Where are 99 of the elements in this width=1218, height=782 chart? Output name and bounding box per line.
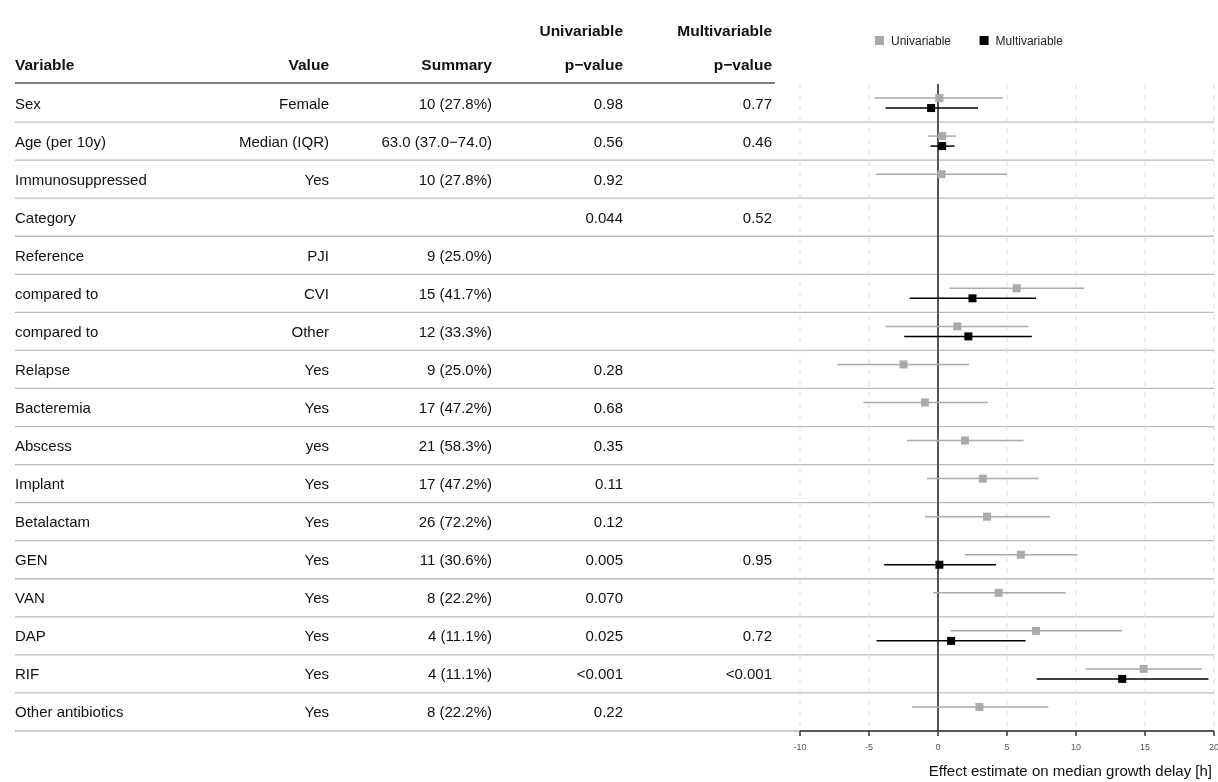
category-label: Betalactam — [15, 513, 91, 531]
text: 0.070 — [585, 589, 623, 607]
text: yes — [305, 437, 329, 455]
point — [1031, 626, 1040, 635]
category-label: VAN — [15, 589, 45, 607]
text: 4 (11.1%) — [428, 627, 492, 645]
x-axis-title: Effect estimate on median growth delay [h] — [928, 762, 1212, 779]
text: 17 (47.2%) — [418, 475, 492, 493]
text: 9 (25.0%) — [426, 246, 492, 264]
text: <0.001 — [725, 665, 772, 683]
text: 10 (27.8%) — [418, 170, 492, 188]
category-label: Other antibiotics — [15, 703, 124, 721]
text: 0.77 — [742, 94, 772, 112]
text: PJI — [307, 246, 329, 264]
point — [982, 512, 991, 521]
category-label: Immunosuppressed — [15, 170, 147, 188]
text: 0.22 — [593, 703, 623, 721]
point — [975, 702, 984, 711]
category-label: Age (per 10y) — [15, 132, 106, 150]
category-label: compared to — [15, 284, 99, 302]
text: 12 (33.3%) — [418, 322, 492, 340]
x-tick-label: 5 — [1004, 742, 1010, 752]
text: 0.95 — [742, 551, 772, 569]
category-label: GEN — [15, 551, 48, 569]
text: Yes — [304, 513, 329, 531]
text: 0.56 — [593, 132, 623, 150]
category-label: compared to — [15, 322, 99, 340]
legend-label: Multivariable — [995, 33, 1064, 48]
point — [1016, 550, 1025, 559]
point — [978, 474, 987, 483]
category-label: Univariable p−value — [539, 22, 624, 73]
category-label: Bacteremia — [15, 399, 91, 416]
legend-label: Univariable — [891, 33, 952, 48]
point — [1139, 664, 1148, 673]
text: 0.12 — [593, 513, 623, 531]
text: 0.11 — [594, 475, 623, 493]
text: 0.72 — [742, 627, 772, 645]
text: 8 (22.2%) — [426, 589, 492, 607]
text: 0.025 — [585, 627, 623, 645]
category-label: Category — [15, 208, 76, 226]
text: Female — [278, 94, 329, 112]
x-tick-label: 0 — [935, 742, 941, 752]
category-label: Abscess — [15, 437, 72, 455]
text: <0.001 — [576, 665, 623, 683]
point — [938, 132, 947, 141]
category-label: Reference — [15, 246, 85, 264]
x-tick-label: -10 — [793, 742, 807, 752]
point — [994, 588, 1003, 597]
text: 0.92 — [593, 170, 623, 188]
point — [937, 170, 946, 179]
text: 21 (58.3%) — [418, 437, 492, 455]
text: 4 (11.1%) — [428, 665, 492, 683]
category-label: RIF — [15, 665, 40, 683]
point — [1012, 284, 1021, 293]
category-label: DAP — [15, 627, 46, 645]
x-tick-label: 20 — [1208, 742, 1218, 752]
text: 63.0 (37.0−74.0) — [381, 132, 492, 150]
point — [953, 322, 962, 331]
point — [920, 398, 929, 407]
text: 0.35 — [593, 437, 623, 455]
text: Yes — [304, 475, 329, 493]
x-tick-label: 15 — [1139, 742, 1151, 752]
category-label: Variable — [15, 56, 75, 73]
x-tick-label: -5 — [864, 742, 874, 752]
text: 0.98 — [593, 94, 623, 112]
text: 0.005 — [585, 551, 623, 569]
text: 15 (41.7%) — [418, 284, 492, 302]
text: 0.52 — [742, 208, 772, 226]
category-label: Value — [288, 56, 330, 73]
category-label: Summary — [421, 56, 493, 73]
x-tick-label: 10 — [1070, 742, 1082, 752]
text: Yes — [304, 589, 329, 607]
point — [960, 436, 969, 445]
category-label: Implant — [15, 475, 65, 493]
text: Yes — [304, 627, 329, 645]
text: 0.46 — [742, 132, 772, 150]
text: CVI — [303, 284, 329, 302]
text: Yes — [304, 703, 329, 721]
text: Yes — [304, 551, 329, 569]
point — [935, 94, 944, 103]
text: 0.68 — [593, 399, 623, 416]
category-label: Relapse — [15, 360, 71, 378]
text: Yes — [304, 360, 329, 378]
text: Yes — [304, 170, 329, 188]
text: 0.044 — [585, 208, 623, 226]
category-label: Sex — [15, 94, 41, 112]
text: Median (IQR) — [238, 132, 329, 150]
text: Other — [291, 322, 329, 340]
text: 10 (27.8%) — [418, 94, 492, 112]
text: 26 (72.2%) — [418, 513, 492, 531]
text: Yes — [304, 665, 329, 683]
category-label: Multivariable p−value — [677, 22, 773, 73]
text: 0.28 — [593, 360, 623, 378]
point — [899, 360, 908, 369]
text: Yes — [304, 399, 329, 416]
text: 11 (30.6%) — [419, 551, 492, 569]
text: 9 (25.0%) — [426, 360, 492, 378]
text: 17 (47.2%) — [418, 399, 492, 416]
text: 8 (22.2%) — [426, 703, 492, 721]
